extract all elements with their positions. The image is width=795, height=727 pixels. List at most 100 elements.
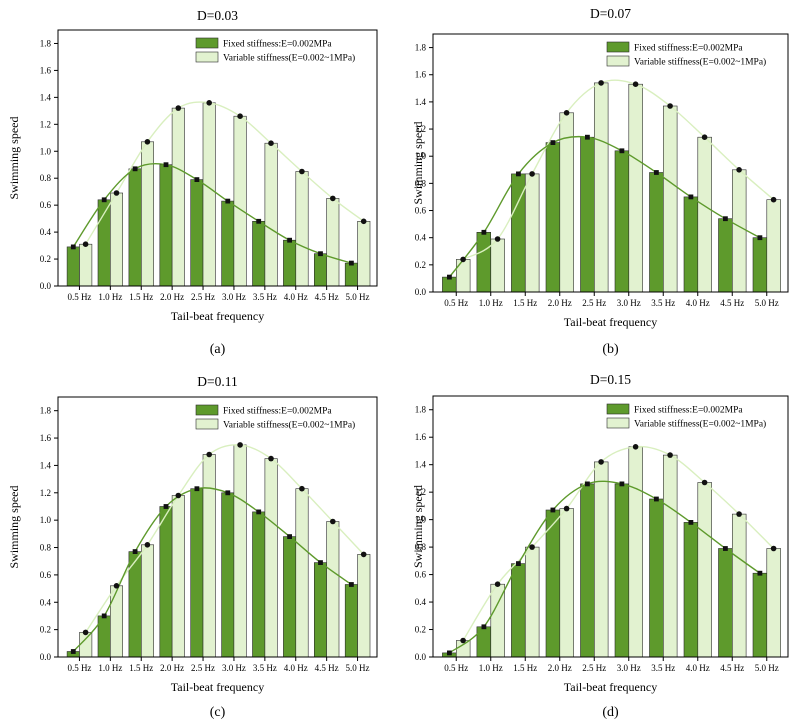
marker-variable-point: [175, 105, 182, 111]
trend-line-fixed: [448, 135, 761, 278]
bar-fixed-stiffness: [66, 246, 80, 287]
legend-label: Fixed stiffness:E=0.002MPa: [634, 405, 743, 416]
x-tick-label: 1.0 Hz: [479, 663, 503, 673]
y-axis-title: Swimming speed: [411, 122, 425, 205]
x-tick-label: 3.5 Hz: [253, 663, 277, 673]
bar-fixed-stiffness: [128, 168, 142, 287]
bar-variable-stiffness: [766, 199, 781, 293]
x-tick-label: 2.0 Hz: [548, 298, 572, 308]
legend-swatch-variable: [195, 51, 219, 63]
bar-variable-stiffness: [357, 554, 371, 658]
x-tick-label: 1.5 Hz: [513, 663, 537, 673]
y-tick-label: 1.6: [415, 70, 427, 80]
legend-swatch-fixed: [606, 41, 630, 53]
chart-panel-3: D=0.15 0.0 0.2 0.4 0.6 0.8 1.0 1.2 1.4 1.6 1.8 0.5 …: [411, 372, 789, 720]
bar-fixed-stiffness: [159, 506, 173, 658]
bar-variable-stiffness: [326, 521, 340, 658]
bar-variable-stiffness: [559, 112, 574, 293]
bar-variable-stiffness: [326, 198, 340, 287]
y-tick-label: 1.2: [40, 119, 51, 129]
x-tick-label: 2.5 Hz: [191, 663, 215, 673]
x-tick-label: 3.5 Hz: [253, 292, 277, 302]
y-tick-label: 0.0: [40, 652, 52, 662]
x-tick-label: 4.5 Hz: [315, 292, 339, 302]
bar-fixed-stiffness: [683, 522, 699, 658]
marker-fixed-point: [318, 560, 323, 565]
bar-fixed-stiffness: [545, 509, 561, 658]
y-tick-label: 0.8: [40, 173, 52, 183]
y-tick-label: 0.6: [40, 570, 52, 580]
marker-variable-point: [494, 581, 501, 587]
y-tick-label: 0.0: [415, 287, 427, 297]
bar-variable-stiffness: [79, 632, 93, 658]
x-tick-label: 3.0 Hz: [617, 663, 641, 673]
marker-variable-point: [632, 444, 639, 450]
marker-variable-point: [299, 168, 305, 175]
x-tick-label: 2.5 Hz: [582, 298, 606, 308]
bar-fixed-stiffness: [614, 483, 630, 658]
marker-fixed-point: [225, 198, 231, 204]
x-tick-label: 4.0 Hz: [284, 663, 308, 673]
y-tick-label: 0.2: [40, 254, 51, 264]
marker-variable-point: [667, 103, 673, 109]
bar-variable-stiffness: [110, 585, 124, 658]
bar-variable-stiffness: [731, 169, 747, 293]
marker-fixed-point: [516, 561, 521, 566]
marker-variable-point: [330, 518, 336, 525]
x-tick-label: 2.5 Hz: [582, 663, 606, 673]
marker-fixed-point: [481, 624, 487, 630]
x-tick-label: 1.5 Hz: [513, 298, 537, 308]
marker-variable-point: [237, 442, 243, 448]
y-tick-label: 1.2: [40, 488, 51, 498]
bar-variable-stiffness: [697, 482, 712, 658]
marker-fixed-point: [70, 244, 76, 250]
marker-fixed-point: [70, 649, 76, 654]
bar-variable-stiffness: [295, 171, 309, 287]
x-tick-label: 1.5 Hz: [129, 292, 153, 302]
chart-panel-0: D=0.03 0.0 0.2 0.4 0.6 0.8 1.0 1.2 1.4 1.6 1.8 0.5 …: [7, 8, 378, 357]
marker-variable-point: [237, 113, 243, 119]
marker-fixed-point: [688, 194, 694, 200]
marker-fixed-point: [349, 582, 354, 587]
y-tick-label: 0.0: [415, 652, 427, 662]
marker-fixed-point: [757, 235, 763, 241]
y-tick-label: 1.4: [415, 460, 427, 470]
marker-variable-point: [701, 479, 708, 486]
y-tick-label: 1.0: [40, 515, 52, 525]
marker-fixed-point: [516, 171, 521, 177]
x-tick-label: 0.5 Hz: [67, 663, 91, 673]
marker-variable-point: [82, 629, 89, 636]
bar-fixed-stiffness: [313, 562, 327, 658]
x-tick-label: 5.0 Hz: [755, 663, 779, 673]
y-axis-title: Swimming speed: [411, 485, 425, 568]
x-tick-label: 3.0 Hz: [222, 663, 246, 673]
marker-variable-point: [206, 451, 212, 458]
chart-title: D=0.11: [197, 374, 238, 389]
y-tick-label: 0.8: [415, 542, 427, 552]
marker-fixed-point: [132, 166, 138, 172]
marker-variable-point: [563, 110, 570, 116]
trend-line-variable: [462, 445, 775, 641]
marker-fixed-point: [550, 507, 556, 513]
marker-fixed-point: [619, 148, 625, 154]
marker-variable-point: [529, 544, 535, 550]
marker-variable-point: [460, 256, 466, 263]
bar-fixed-stiffness: [580, 136, 595, 293]
trend-line-variable: [85, 101, 365, 245]
marker-variable-point: [701, 134, 708, 140]
marker-fixed-point: [256, 218, 262, 224]
trend-line-fixed: [72, 162, 352, 264]
bar-fixed-stiffness: [649, 172, 664, 293]
marker-variable-point: [770, 196, 777, 203]
panel-label: (b): [602, 342, 619, 357]
x-tick-label: 0.5 Hz: [444, 298, 468, 308]
marker-fixed-point: [723, 546, 728, 551]
marker-fixed-point: [225, 490, 231, 496]
marker-fixed-point: [194, 486, 200, 492]
panel-label: (d): [602, 705, 619, 720]
marker-variable-point: [206, 100, 212, 106]
marker-fixed-point: [163, 162, 169, 168]
trend-line-variable: [85, 444, 365, 633]
bar-fixed-stiffness: [221, 200, 235, 287]
